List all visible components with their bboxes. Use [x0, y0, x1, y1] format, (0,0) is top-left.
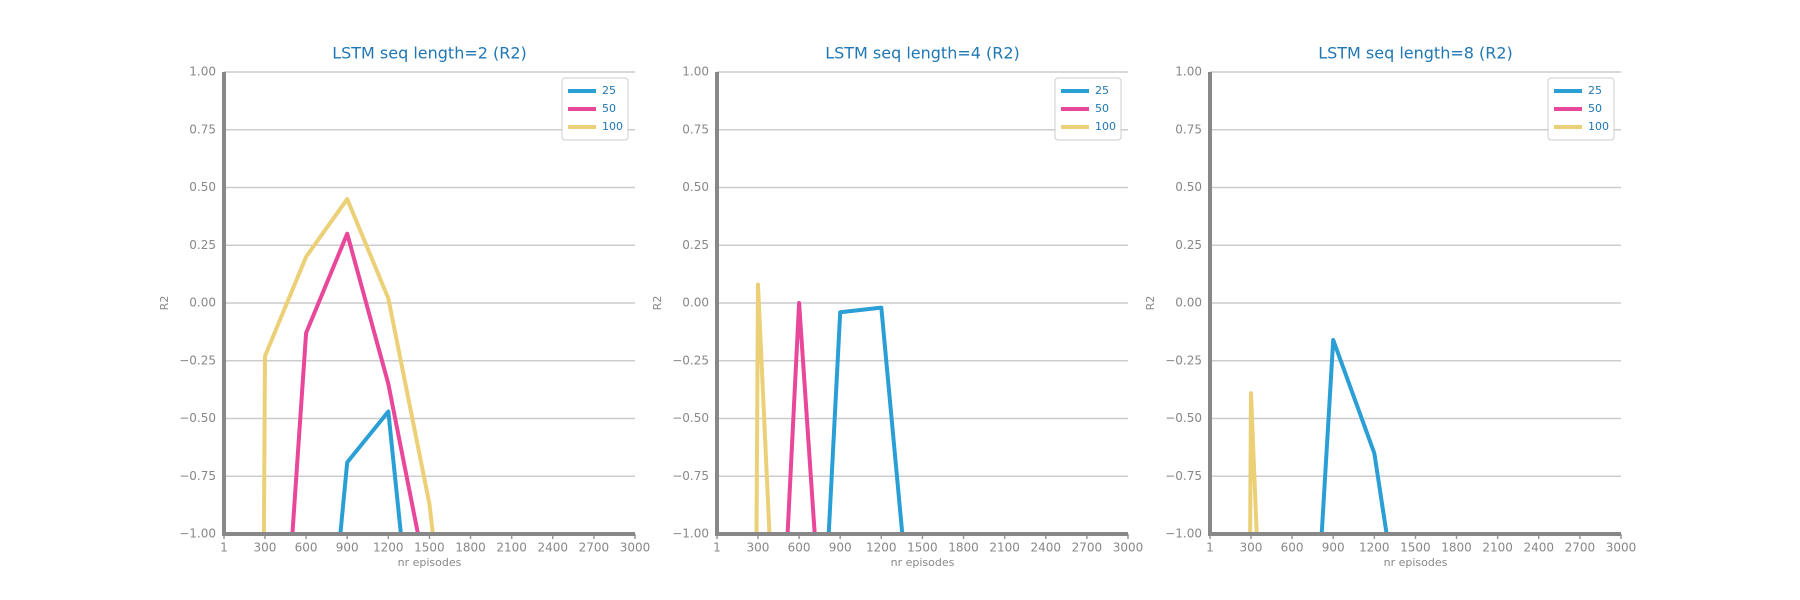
- x-tick-label: 1800: [455, 541, 486, 555]
- x-tick-label: 900: [1322, 541, 1345, 555]
- y-tick-label: −0.50: [179, 411, 216, 425]
- line-series: [261, 197, 435, 534]
- y-tick-label: 0.25: [1175, 238, 1202, 252]
- x-tick-label: 1200: [1359, 541, 1390, 555]
- x-tick-label: 2700: [579, 541, 610, 555]
- x-tick-label: 600: [295, 541, 318, 555]
- y-tick-label: −0.75: [179, 469, 216, 483]
- subplot: LSTM seq length=8 (R2) nr episodes R2 −1.00…: [1144, 44, 1637, 570]
- y-tick-label: 0.00: [682, 296, 709, 310]
- x-tick-label: 300: [1240, 541, 1263, 555]
- y-tick-label: 0.25: [189, 238, 216, 252]
- legend-label: 25: [1095, 84, 1109, 97]
- chart-title: LSTM seq length=4 (R2): [825, 44, 1020, 63]
- y-tick-label: 0.00: [1175, 296, 1202, 310]
- x-axis-label: nr episodes: [891, 556, 955, 569]
- y-tick-label: 0.50: [1175, 180, 1202, 194]
- x-axis-label: nr episodes: [1384, 556, 1448, 569]
- legend-label: 50: [1095, 102, 1109, 115]
- x-tick-label: 1500: [1400, 541, 1431, 555]
- y-tick-label: 1.00: [1175, 65, 1202, 79]
- x-tick-label: 3000: [620, 541, 651, 555]
- x-tick-label: 2100: [989, 541, 1020, 555]
- chart-title: LSTM seq length=2 (R2): [332, 44, 527, 63]
- x-tick-label: 2700: [1072, 541, 1103, 555]
- x-tick-label: 300: [254, 541, 277, 555]
- legend-label: 50: [1588, 102, 1602, 115]
- y-tick-label: 1.00: [189, 65, 216, 79]
- y-tick-label: −0.75: [672, 469, 709, 483]
- y-tick-label: 0.75: [682, 122, 709, 136]
- x-axis-label: nr episodes: [398, 556, 462, 569]
- x-tick-label: 2400: [537, 541, 568, 555]
- y-axis-label: R2: [158, 296, 171, 311]
- legend-label: 100: [602, 120, 623, 133]
- y-tick-label: 1.00: [682, 65, 709, 79]
- x-tick-label: 900: [829, 541, 852, 555]
- y-tick-label: −0.25: [1165, 353, 1202, 367]
- legend: 25 50 100: [1054, 77, 1122, 141]
- legend: 25 50 100: [561, 77, 629, 141]
- subplot: LSTM seq length=4 (R2) nr episodes R2 −1.00…: [651, 44, 1144, 570]
- x-tick-label: 1800: [948, 541, 979, 555]
- x-tick-label: 1: [1206, 541, 1214, 555]
- x-tick-label: 300: [747, 541, 770, 555]
- legend-label: 100: [1095, 120, 1116, 133]
- x-tick-label: 2400: [1523, 541, 1554, 555]
- y-tick-label: −0.50: [1165, 411, 1202, 425]
- x-tick-label: 2400: [1030, 541, 1061, 555]
- x-tick-label: 900: [336, 541, 359, 555]
- x-tick-label: 1500: [414, 541, 445, 555]
- y-tick-label: −0.25: [179, 353, 216, 367]
- y-tick-label: 0.75: [1175, 122, 1202, 136]
- y-tick-label: −1.00: [179, 527, 216, 541]
- y-tick-label: −0.50: [672, 411, 709, 425]
- y-tick-label: 0.00: [189, 296, 216, 310]
- x-tick-label: 600: [1281, 541, 1304, 555]
- x-tick-label: 2100: [496, 541, 527, 555]
- x-tick-label: 2700: [1565, 541, 1596, 555]
- y-tick-label: 0.75: [189, 122, 216, 136]
- x-tick-label: 1500: [907, 541, 938, 555]
- legend-label: 25: [602, 84, 616, 97]
- legend-label: 50: [602, 102, 616, 115]
- y-tick-label: −0.25: [672, 353, 709, 367]
- y-tick-label: 0.50: [189, 180, 216, 194]
- x-tick-label: 3000: [1606, 541, 1637, 555]
- x-tick-label: 1: [713, 541, 721, 555]
- legend: 25 50 100: [1547, 77, 1615, 141]
- x-tick-label: 600: [788, 541, 811, 555]
- x-tick-label: 3000: [1113, 541, 1144, 555]
- x-tick-label: 1200: [373, 541, 404, 555]
- y-tick-label: −1.00: [672, 527, 709, 541]
- x-tick-label: 2100: [1482, 541, 1513, 555]
- y-tick-label: −0.75: [1165, 469, 1202, 483]
- y-tick-label: 0.50: [682, 180, 709, 194]
- legend-label: 100: [1588, 120, 1609, 133]
- chart-title: LSTM seq length=8 (R2): [1318, 44, 1513, 63]
- legend-label: 25: [1588, 84, 1602, 97]
- y-axis-label: R2: [1144, 296, 1157, 311]
- subplot: LSTM seq length=2 (R2) nr episodes R2 −1.00…: [158, 44, 651, 570]
- x-tick-label: 1: [220, 541, 228, 555]
- y-tick-label: −1.00: [1165, 527, 1202, 541]
- x-tick-label: 1200: [866, 541, 897, 555]
- y-tick-label: 0.25: [682, 238, 709, 252]
- x-tick-label: 1800: [1441, 541, 1472, 555]
- y-axis-label: R2: [651, 296, 664, 311]
